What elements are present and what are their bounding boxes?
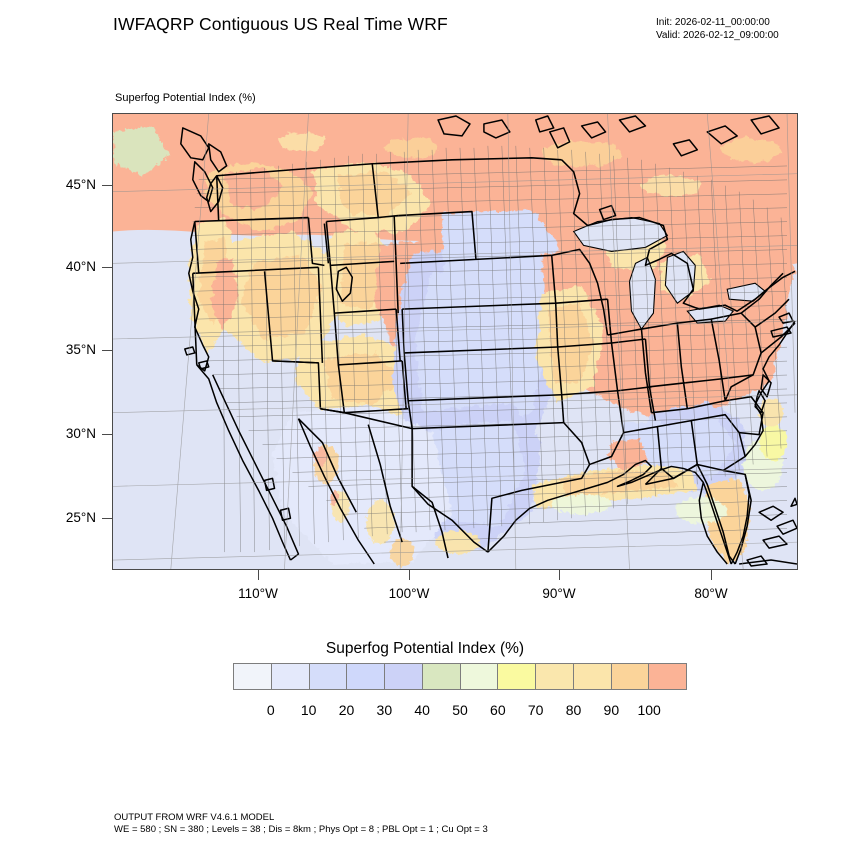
footer-line-2: WE = 580 ; SN = 380 ; Levels = 38 ; Dis … xyxy=(114,823,488,835)
lon-tick-90 xyxy=(559,570,560,580)
colorbar-segment-7 xyxy=(498,664,536,689)
colorbar-label-70: 70 xyxy=(527,702,544,718)
lon-tick-100 xyxy=(409,570,410,580)
colorbar-label-30: 30 xyxy=(376,702,393,718)
lat-tick-35 xyxy=(102,350,112,351)
map-canvas xyxy=(113,114,797,569)
lon-label-80: 80°W xyxy=(694,586,728,601)
colorbar-label-40: 40 xyxy=(414,702,430,718)
colorbar-segment-8 xyxy=(536,664,574,689)
colorbar-segment-4 xyxy=(385,664,423,689)
lat-label-40: 40°N xyxy=(65,259,96,274)
lon-label-110: 110°W xyxy=(238,586,278,601)
lat-label-30: 30°N xyxy=(65,426,96,441)
colorbar-label-50: 50 xyxy=(452,702,468,718)
footer-line-1: OUTPUT FROM WRF V4.6.1 MODEL xyxy=(114,812,275,823)
model-config-footer: OUTPUT FROM WRF V4.6.1 MODEL WE = 580 ; … xyxy=(114,812,488,835)
map-field-label: Superfog Potential Index (%) xyxy=(115,92,256,104)
lon-tick-80 xyxy=(711,570,712,580)
colorbar-segment-0 xyxy=(234,664,272,689)
state-borders xyxy=(191,157,796,565)
lon-label-90: 90°W xyxy=(542,586,576,601)
colorbar-segment-5 xyxy=(422,664,461,689)
lat-label-35: 35°N xyxy=(65,342,96,357)
init-time-label: Init: 2026-02-11_00:00:00 xyxy=(656,17,770,28)
colorbar-segment-3 xyxy=(347,664,385,689)
colorbar-segment-10 xyxy=(611,664,650,689)
coastlines xyxy=(180,115,797,567)
colorbar-label-100: 100 xyxy=(637,702,661,718)
graticule xyxy=(113,114,797,569)
lat-tick-40 xyxy=(102,267,112,268)
colorbar-segment-2 xyxy=(309,664,348,689)
colorbar-segment-11 xyxy=(649,664,686,689)
page-title: IWFAQRP Contiguous US Real Time WRF xyxy=(113,14,448,34)
lat-label-25: 25°N xyxy=(65,510,96,525)
colorbar-segment-9 xyxy=(573,664,612,689)
colorbar-label-60: 60 xyxy=(490,702,506,718)
colorbar-label-90: 90 xyxy=(603,702,620,718)
colorbar-segment-6 xyxy=(460,664,499,689)
valid-time-label: Valid: 2026-02-12_09:00:00 xyxy=(656,29,779,41)
colorbar-label-10: 10 xyxy=(300,702,317,718)
lon-tick-110 xyxy=(258,570,259,580)
lon-label-100: 100°W xyxy=(388,586,430,601)
gulfcoast-field xyxy=(531,438,698,509)
colorbar-label-0: 0 xyxy=(266,702,275,718)
green-transition-field xyxy=(113,125,788,555)
model-run-info: Init: 2026-02-11_00:00:00 Valid: 2026-02… xyxy=(656,17,779,42)
lat-tick-45 xyxy=(102,185,112,186)
colorbar[interactable] xyxy=(233,663,687,690)
colorbar-segment-1 xyxy=(271,664,310,689)
colorbar-label-20: 20 xyxy=(338,702,355,718)
colorbar-title: Superfog Potential Index (%) xyxy=(325,640,525,657)
lat-tick-30 xyxy=(102,434,112,435)
lat-tick-25 xyxy=(102,518,112,519)
lat-label-45: 45°N xyxy=(65,177,96,192)
colorbar-label-80: 80 xyxy=(565,702,582,718)
map-plot-area[interactable] xyxy=(112,113,798,570)
